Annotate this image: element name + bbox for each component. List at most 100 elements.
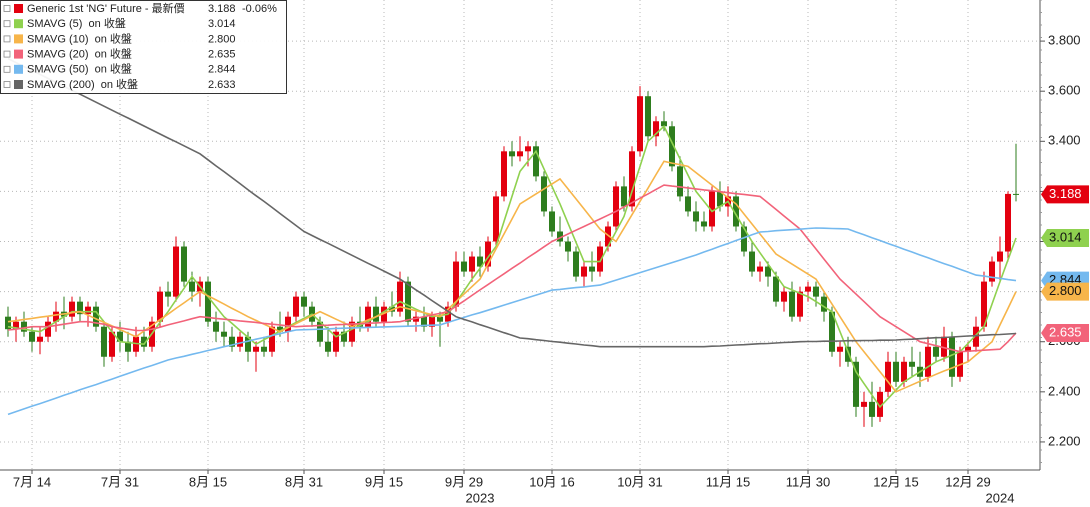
- x-tick-label: 7月 14: [13, 474, 51, 489]
- candle-body: [573, 251, 579, 277]
- candle-body: [909, 361, 915, 367]
- legend-label: SMAVG (5) on 收盤: [27, 16, 126, 30]
- candle-body: [901, 361, 907, 382]
- candle-body: [437, 316, 443, 322]
- candle-body: [125, 341, 131, 352]
- candle-body: [461, 261, 467, 272]
- candle-body: [205, 281, 211, 322]
- candle-body: [709, 191, 715, 227]
- candle-body: [693, 211, 699, 222]
- axis-tag: [1041, 185, 1089, 204]
- candle-body: [525, 146, 531, 152]
- candle-body: [101, 326, 107, 357]
- x-tick-label: 9月 15: [365, 474, 403, 489]
- candle-body: [333, 331, 339, 352]
- legend-value: 2.844: [208, 64, 236, 76]
- candle-body: [853, 361, 859, 407]
- legend-value: 2.635: [208, 49, 236, 61]
- candle-body: [373, 306, 379, 322]
- x-tick-label: 10月 31: [617, 474, 663, 489]
- legend-label: SMAVG (50) on 收盤: [27, 62, 132, 76]
- legend-swatch: [14, 64, 23, 74]
- candle-body: [77, 301, 83, 315]
- candle-body: [5, 316, 11, 330]
- x-tick-label: 12月 15: [873, 474, 919, 489]
- candle-body: [517, 151, 523, 157]
- legend-swatch: [14, 80, 23, 89]
- candle-body: [37, 336, 43, 342]
- candle-body: [469, 256, 475, 272]
- candle-body: [485, 241, 491, 267]
- candle-body: [949, 336, 955, 377]
- candle-body: [325, 341, 331, 352]
- candle-body: [613, 186, 619, 227]
- candle-body: [493, 196, 499, 242]
- candle-body: [765, 266, 771, 277]
- candle-body: [397, 281, 403, 312]
- candle-body: [757, 266, 763, 272]
- candle-body: [261, 346, 267, 352]
- legend-icon: [3, 35, 11, 43]
- legend-icon: [3, 5, 11, 12]
- y-tick-label: 2.200: [1048, 433, 1081, 448]
- candle-body: [557, 231, 563, 242]
- candle-body: [229, 336, 235, 347]
- y-tick-label: 3.600: [1048, 83, 1081, 98]
- candle-body: [405, 281, 411, 322]
- candle-body: [141, 336, 147, 347]
- candle-body: [677, 166, 683, 197]
- candle-body: [85, 306, 91, 315]
- candle-body: [597, 246, 603, 272]
- candle-body: [781, 291, 787, 302]
- candle-body: [21, 321, 27, 332]
- candle-body: [733, 196, 739, 227]
- candle-body: [157, 291, 163, 322]
- legend-swatch: [14, 34, 23, 44]
- candle-body: [805, 286, 811, 292]
- legend-label: Generic 1st 'NG' Future - 最新價: [27, 1, 185, 15]
- year-label: 2024: [986, 490, 1015, 505]
- candle-body: [365, 306, 371, 327]
- axis-tag: [1041, 323, 1089, 342]
- x-tick-label: 9月 29: [445, 474, 483, 489]
- candle-body: [117, 331, 123, 342]
- candle-body: [789, 291, 795, 317]
- x-tick-label: 11月 30: [786, 474, 831, 489]
- axis-tag-label: 2.800: [1049, 283, 1082, 298]
- candle-body: [253, 346, 259, 352]
- legend-label: SMAVG (10) on 收盤: [27, 31, 132, 45]
- candle-body: [221, 331, 227, 337]
- candle-body: [477, 256, 483, 267]
- legend-label: SMAVG (200) on 收盤: [27, 77, 138, 91]
- candle-body: [581, 266, 587, 277]
- candle-body: [701, 221, 707, 227]
- candle-body: [349, 321, 355, 342]
- plot-area: [5, 57, 1019, 427]
- axis-tag: [1041, 282, 1089, 301]
- legend-label: SMAVG (20) on 收盤: [27, 47, 132, 61]
- candle-body: [1013, 193, 1019, 195]
- candle-body: [741, 226, 747, 252]
- candle-body: [13, 321, 19, 330]
- candle-body: [533, 146, 539, 177]
- candle-body: [869, 401, 875, 417]
- candle-body: [773, 276, 779, 302]
- x-tick-label: 8月 31: [285, 474, 323, 489]
- candle-body: [93, 306, 99, 327]
- legend-swatch: [14, 49, 23, 59]
- candle-body: [245, 336, 251, 352]
- y-tick-label: 2.400: [1048, 383, 1081, 398]
- candle-body: [685, 196, 691, 212]
- legend-icon: [3, 81, 11, 88]
- candle-body: [989, 261, 995, 282]
- candle-body: [565, 241, 571, 252]
- ma-line: [7, 227, 1017, 416]
- candle-body: [829, 311, 835, 352]
- candle-body: [549, 211, 555, 232]
- candle-body: [173, 246, 179, 297]
- ma-line: [7, 57, 1017, 348]
- candle-body: [45, 321, 51, 337]
- y-tick-label: 3.400: [1048, 133, 1081, 148]
- candle-body: [181, 246, 187, 282]
